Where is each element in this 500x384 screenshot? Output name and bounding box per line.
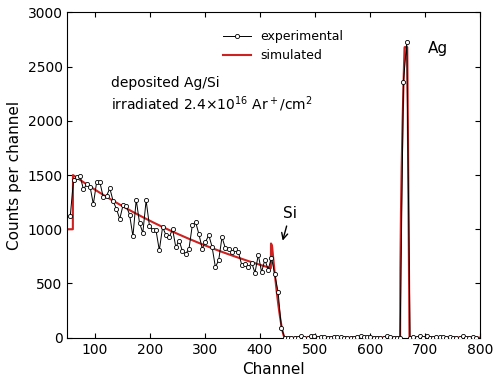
Y-axis label: Counts per channel: Counts per channel [7,101,22,250]
simulated [282,335,288,340]
simulated [402,45,407,50]
experimental [67,214,73,219]
Text: Si: Si [282,205,297,239]
simulated [240,257,246,262]
Legend: experimental, simulated: experimental, simulated [218,25,348,68]
Text: irradiated 2.4$\times$10$^{16}$ Ar$^+$/cm$^2$: irradiated 2.4$\times$10$^{16}$ Ar$^+$/c… [112,95,313,114]
experimental [282,335,288,340]
experimental [143,198,149,203]
Text: deposited Ag/Si: deposited Ag/Si [112,76,220,90]
Line: experimental: experimental [68,40,478,340]
Text: Ag: Ag [428,41,448,56]
Line: simulated: simulated [68,47,480,338]
simulated [469,335,475,340]
X-axis label: Channel: Channel [242,362,305,377]
experimental [473,335,479,340]
experimental [404,40,409,45]
experimental [186,247,192,251]
experimental [246,265,252,270]
simulated [222,251,228,255]
simulated [64,227,70,232]
simulated [136,213,142,217]
simulated [112,199,117,204]
experimental [70,177,76,182]
experimental [305,335,311,340]
simulated [477,335,483,340]
experimental [94,180,100,185]
simulated [424,335,430,340]
